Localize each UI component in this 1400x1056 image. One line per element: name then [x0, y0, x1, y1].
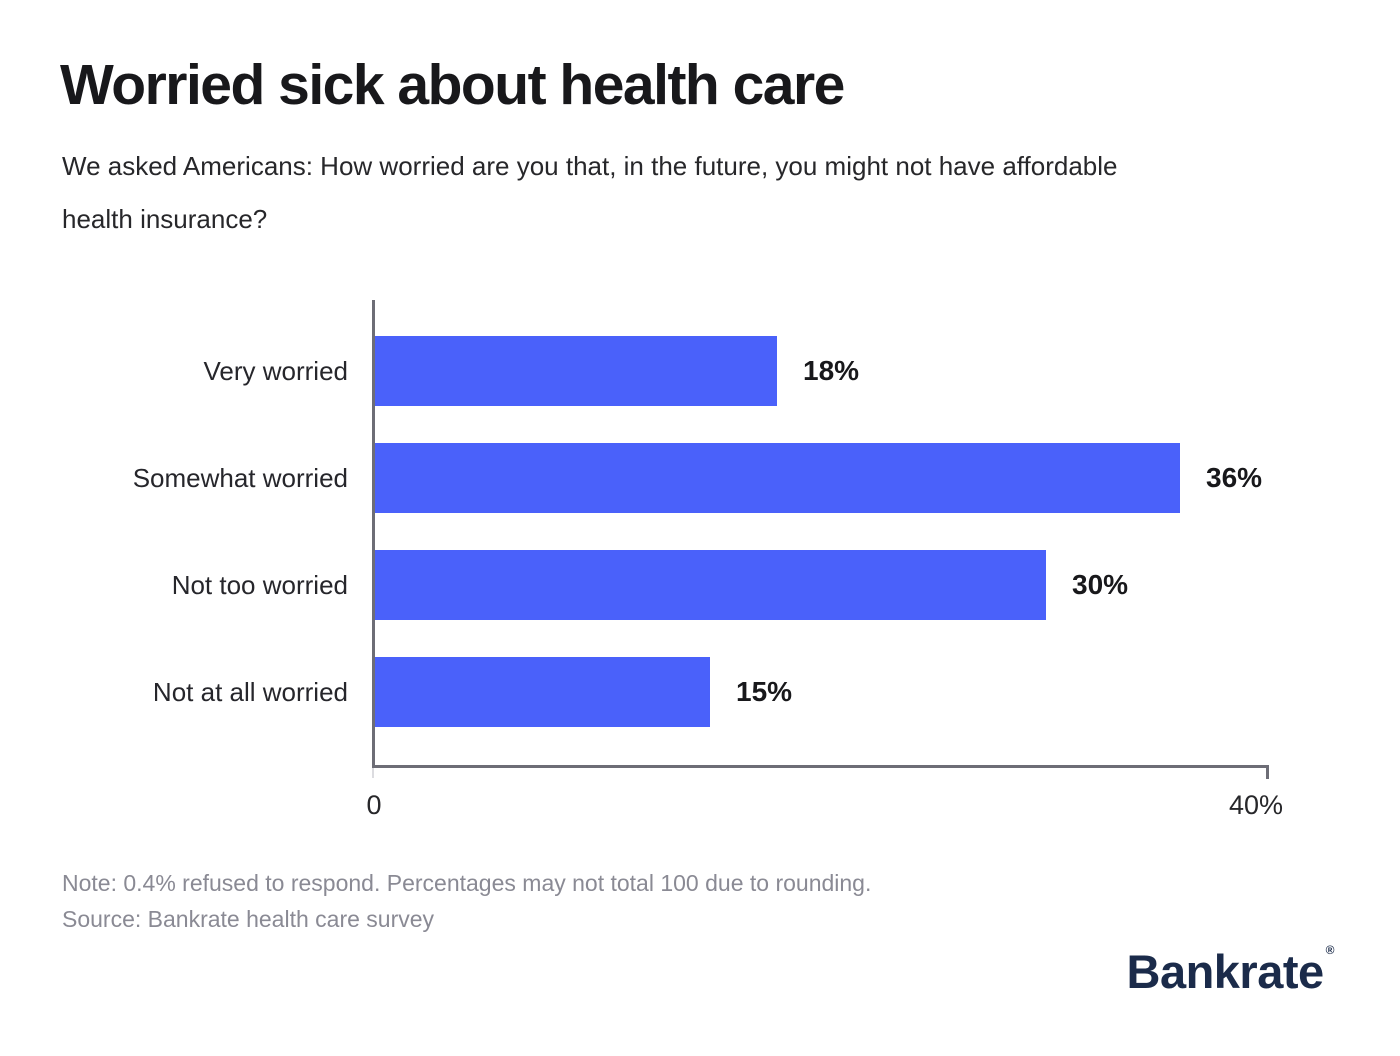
x-tick-label-max: 40%	[1228, 790, 1284, 820]
bar	[375, 550, 1046, 620]
chart-source: Source: Bankrate health care survey	[62, 906, 435, 932]
bar-row: Not too worried 30%	[0, 550, 1400, 620]
chart-note: Note: 0.4% refused to respond. Percentag…	[62, 870, 872, 896]
bar-category-label: Very worried	[203, 355, 349, 386]
bar-value-label: 36%	[1206, 462, 1263, 493]
bankrate-logo-text: Bankrate	[1126, 945, 1325, 998]
bar-value-label: 30%	[1072, 569, 1129, 600]
registered-trademark-icon: ®	[1325, 943, 1335, 957]
bar	[375, 443, 1180, 513]
bar-category-label: Not at all worried	[152, 676, 348, 707]
chart-subtitle: We asked Americans: How worried are you …	[62, 151, 1118, 234]
bar-value-label: 18%	[803, 355, 860, 386]
x-axis-tick-zero	[372, 768, 374, 778]
bankrate-logo: Bankrate ®	[1127, 943, 1335, 999]
bar-row: Not at all worried 15%	[0, 657, 1400, 727]
bar-row: Somewhat worried 36%	[0, 443, 1400, 513]
x-axis-tick-max	[1266, 768, 1269, 779]
bar-chart: Very worried 18% Somewhat worried 36% Not to…	[0, 300, 1400, 845]
bar-category-label: Somewhat worried	[132, 462, 348, 493]
bar-row: Very worried 18%	[0, 336, 1400, 406]
bar-category-label: Not too worried	[171, 569, 348, 600]
page-title: Worried sick about health care	[60, 53, 845, 117]
bar	[375, 336, 777, 406]
bar-value-label: 15%	[736, 676, 793, 707]
bar-rows: Very worried 18% Somewhat worried 36% Not to…	[0, 336, 1400, 764]
bar	[375, 657, 710, 727]
y-axis-line	[372, 300, 375, 768]
x-axis-line	[372, 765, 1269, 768]
x-tick-label-zero: 0	[366, 790, 382, 820]
